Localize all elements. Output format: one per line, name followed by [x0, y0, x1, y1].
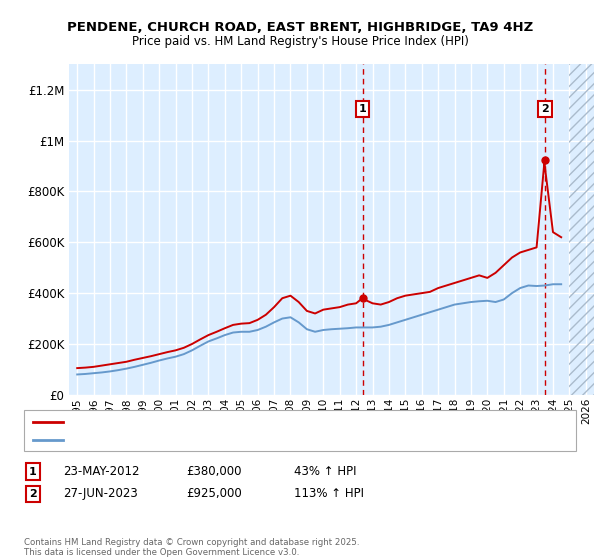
Text: 2: 2: [541, 104, 548, 114]
Text: Contains HM Land Registry data © Crown copyright and database right 2025.
This d: Contains HM Land Registry data © Crown c…: [24, 538, 359, 557]
Text: HPI: Average price, detached house, Somerset: HPI: Average price, detached house, Some…: [69, 435, 312, 445]
Text: 23-MAY-2012: 23-MAY-2012: [63, 465, 139, 478]
Text: PENDENE, CHURCH ROAD, EAST BRENT, HIGHBRIDGE, TA9 4HZ: PENDENE, CHURCH ROAD, EAST BRENT, HIGHBR…: [67, 21, 533, 34]
Text: PENDENE, CHURCH ROAD, EAST BRENT, HIGHBRIDGE, TA9 4HZ (detached house): PENDENE, CHURCH ROAD, EAST BRENT, HIGHBR…: [69, 417, 493, 427]
Text: Price paid vs. HM Land Registry's House Price Index (HPI): Price paid vs. HM Land Registry's House …: [131, 35, 469, 48]
Text: 43% ↑ HPI: 43% ↑ HPI: [294, 465, 356, 478]
Text: 27-JUN-2023: 27-JUN-2023: [63, 487, 138, 501]
Text: £925,000: £925,000: [186, 487, 242, 501]
Text: 1: 1: [29, 466, 37, 477]
Text: £380,000: £380,000: [186, 465, 241, 478]
Text: 2: 2: [29, 489, 37, 499]
Text: 113% ↑ HPI: 113% ↑ HPI: [294, 487, 364, 501]
Text: 1: 1: [359, 104, 367, 114]
